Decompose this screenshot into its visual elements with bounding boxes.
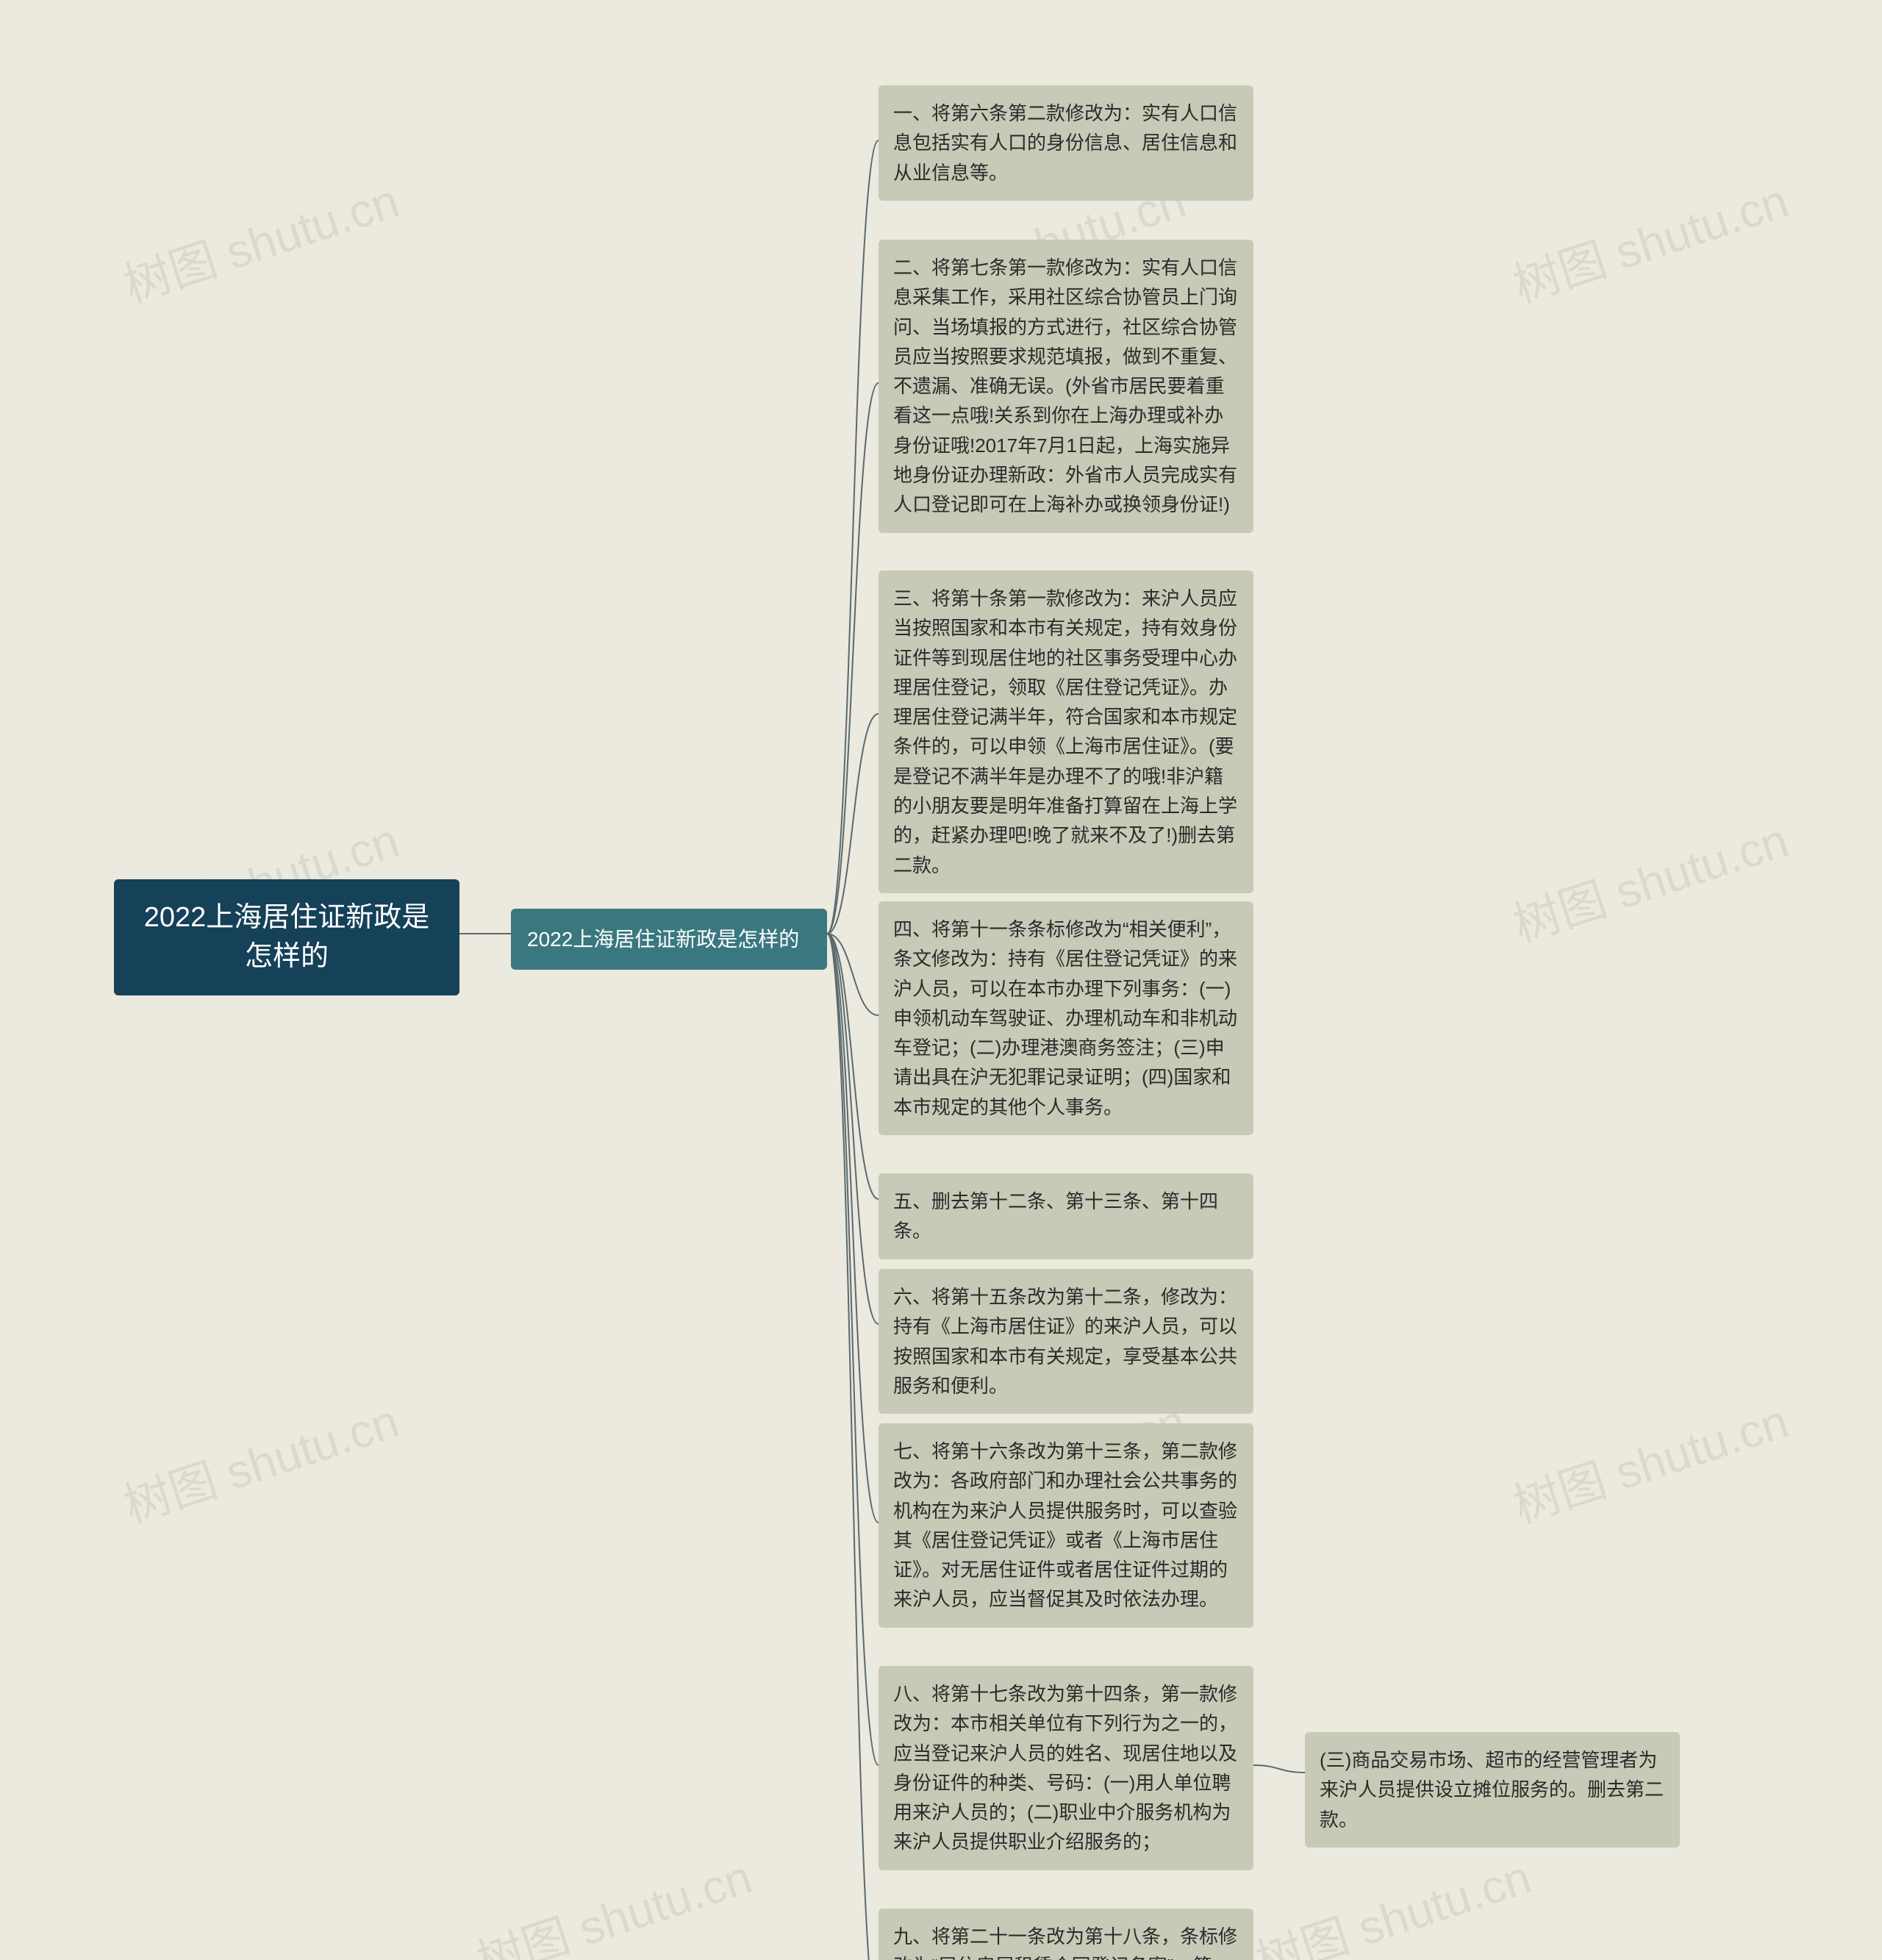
watermark: 树图 shutu.cn bbox=[1246, 1839, 1538, 1960]
leaf-node-1[interactable]: 一、将第六条第二款修改为：实有人口信息包括实有人口的身份信息、居住信息和从业信息… bbox=[879, 85, 1253, 201]
watermark: 树图 shutu.cn bbox=[1503, 163, 1795, 315]
leaf-node-5[interactable]: 五、删去第十二条、第十三条、第十四条。 bbox=[879, 1173, 1253, 1259]
watermark: 树图 shutu.cn bbox=[114, 163, 406, 315]
watermark: 树图 shutu.cn bbox=[114, 1384, 406, 1536]
leaf-node-4[interactable]: 四、将第十一条条标修改为“相关便利”，条文修改为：持有《居住登记凭证》的来沪人员… bbox=[879, 901, 1253, 1135]
watermark: 树图 shutu.cn bbox=[1503, 1384, 1795, 1536]
leaf-node-3[interactable]: 三、将第十条第一款修改为：来沪人员应当按照国家和本市有关规定，持有效身份证件等到… bbox=[879, 571, 1253, 893]
leaf-node-2[interactable]: 二、将第七条第一款修改为：实有人口信息采集工作，采用社区综合协管员上门询问、当场… bbox=[879, 240, 1253, 533]
leaf-node-9[interactable]: 九、将第二十一条改为第十八条，条标修改为“居住房屋租赁合同登记备案”，第一款修改… bbox=[879, 1909, 1253, 1960]
root-node[interactable]: 2022上海居住证新政是怎样的 bbox=[114, 879, 459, 995]
watermark: 树图 shutu.cn bbox=[1503, 803, 1795, 955]
subleaf-node[interactable]: (三)商品交易市场、超市的经营管理者为来沪人员提供设立摊位服务的。删去第二款。 bbox=[1305, 1732, 1680, 1848]
leaf-node-8[interactable]: 八、将第十七条改为第十四条，第一款修改为：本市相关单位有下列行为之一的，应当登记… bbox=[879, 1666, 1253, 1870]
leaf-node-7[interactable]: 七、将第十六条改为第十三条，第二款修改为：各政府部门和办理社会公共事务的机构在为… bbox=[879, 1423, 1253, 1628]
watermark: 树图 shutu.cn bbox=[467, 1839, 759, 1960]
leaf-node-6[interactable]: 六、将第十五条改为第十二条，修改为：持有《上海市居住证》的来沪人员，可以按照国家… bbox=[879, 1269, 1253, 1414]
level2-node[interactable]: 2022上海居住证新政是怎样的 bbox=[511, 909, 827, 970]
mindmap-canvas: 树图 shutu.cn 树图 shutu.cn 树图 shutu.cn 树图 shut… bbox=[0, 0, 1882, 1960]
